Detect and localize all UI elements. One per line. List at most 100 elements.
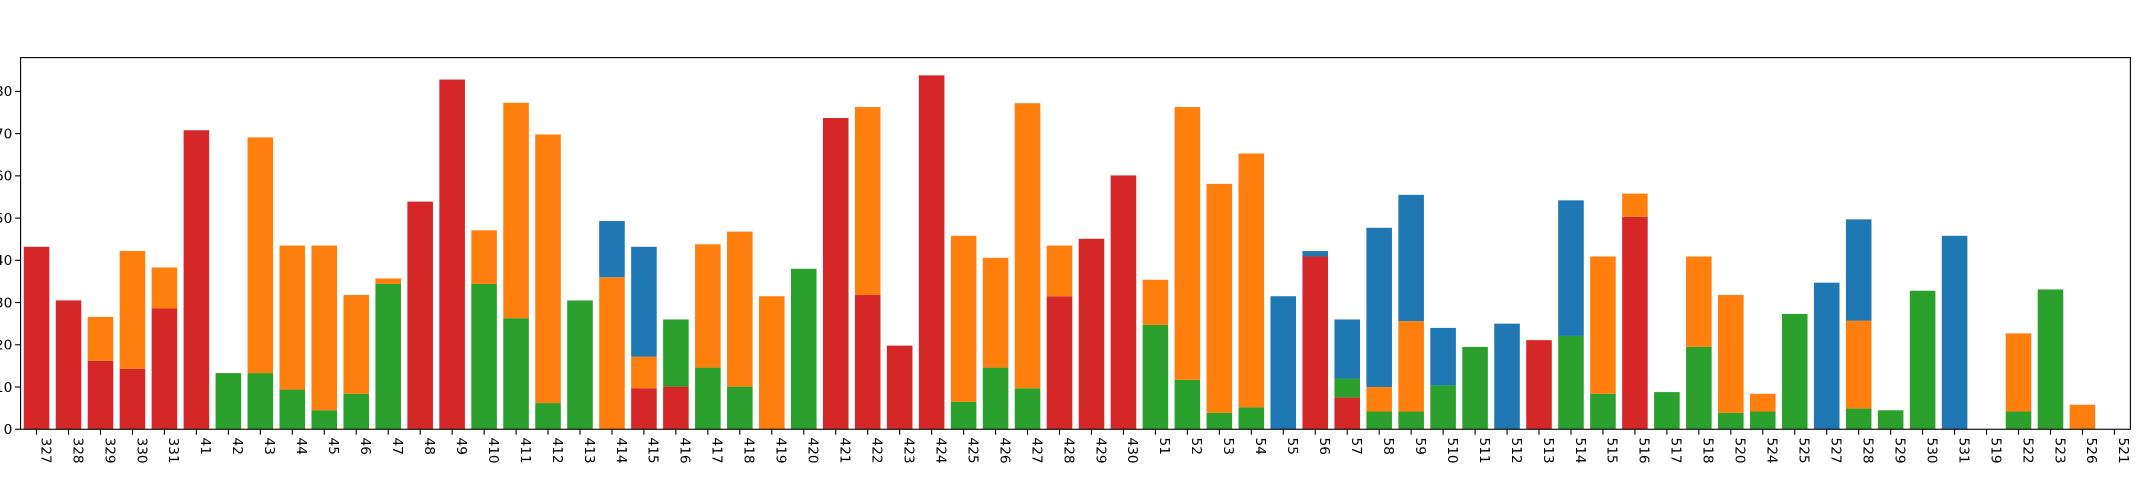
x-tick-label: 527	[1828, 437, 1844, 463]
bar-segment	[119, 251, 146, 369]
bar-segment	[567, 300, 593, 430]
bar-segment	[471, 230, 497, 284]
x-tick-label: 46	[357, 437, 373, 454]
bar-segment	[1398, 194, 1424, 322]
bar-segment	[1622, 216, 1648, 430]
x-tick-label: 531	[1955, 437, 1971, 463]
bar-segment	[1686, 256, 1712, 347]
y-tick-label: 10	[0, 380, 12, 396]
x-tick-label: 512	[1508, 437, 1524, 463]
y-tick-label: 80	[0, 84, 12, 100]
x-tick-label: 55	[1284, 437, 1300, 454]
bar-segment	[1558, 335, 1584, 430]
bar-segment	[1110, 175, 1137, 430]
x-tick-label: 42	[229, 437, 245, 454]
y-tick-label: 70	[0, 126, 12, 142]
x-tick-label: 49	[453, 437, 469, 454]
bar-segment	[1686, 346, 1712, 430]
y-tick-label: 30	[0, 295, 12, 311]
bar-segment	[1270, 296, 1297, 430]
bar-segment	[503, 102, 529, 319]
bar-segment	[1142, 279, 1169, 325]
x-tick-label: 430	[1124, 437, 1140, 463]
bar-segment	[183, 130, 210, 430]
bar-segment	[87, 316, 114, 361]
bar-segment	[535, 134, 561, 404]
x-tick-label: 47	[389, 437, 405, 454]
bar-segment	[55, 300, 82, 430]
bar-segment	[1845, 219, 1872, 321]
x-tick-label: 331	[165, 437, 181, 463]
bar-segment	[1781, 313, 1808, 430]
bar-segment	[215, 373, 242, 430]
bar-segment	[1046, 296, 1073, 430]
x-tick-label: 56	[1316, 437, 1332, 454]
bar-segment	[663, 386, 689, 430]
bar-segment	[1366, 227, 1392, 388]
bar-segment	[1174, 107, 1201, 380]
bar-segment	[790, 268, 817, 430]
bar-segment	[1334, 378, 1360, 398]
x-tick-label: 51	[1156, 437, 1172, 454]
x-tick-label: 424	[932, 437, 948, 463]
x-tick-label: 41	[197, 437, 213, 454]
bar-segment	[727, 386, 753, 430]
bar-segment	[311, 245, 338, 411]
y-tick-label: 50	[0, 211, 12, 227]
x-tick-label: 518	[1700, 437, 1716, 463]
bar-segment	[1430, 327, 1456, 386]
x-tick-label: 426	[996, 437, 1012, 463]
bar-segment	[1206, 412, 1233, 430]
x-tick-label: 52	[1188, 437, 1204, 454]
bar-segment	[854, 294, 881, 430]
bar-segment	[1014, 103, 1041, 389]
bar-segment	[1142, 324, 1169, 430]
bar-segment	[982, 367, 1009, 430]
x-tick-label: 530	[1923, 437, 1939, 463]
bar-segment	[1845, 408, 1872, 430]
x-tick-label: 516	[1636, 437, 1652, 463]
bar-segment	[695, 367, 721, 430]
bar-segment	[631, 388, 657, 430]
x-tick-label: 423	[900, 437, 916, 463]
x-tick-label: 58	[1380, 437, 1396, 454]
x-tick-label: 519	[1987, 437, 2003, 463]
bar-segment	[1494, 323, 1520, 430]
x-tick-label: 45	[325, 437, 341, 454]
bar-segment	[1654, 392, 1680, 430]
bar-segment	[631, 246, 657, 357]
x-tick-label: 425	[964, 437, 980, 463]
bar-segment	[375, 283, 401, 430]
x-tick-label: 529	[1891, 437, 1907, 463]
x-tick-label: 514	[1572, 437, 1588, 463]
x-tick-label: 510	[1444, 437, 1460, 463]
bar-segment	[1462, 346, 1488, 430]
x-tick-label: 524	[1764, 437, 1780, 463]
x-tick-label: 520	[1732, 437, 1748, 463]
bar-segment	[822, 117, 849, 430]
bar-segment	[918, 75, 945, 430]
bar-segment	[1813, 282, 1840, 430]
bar-segment	[2005, 333, 2032, 412]
bar-segment	[1941, 235, 1968, 430]
bar-segment	[1558, 200, 1584, 336]
bar-segment	[1046, 245, 1073, 297]
x-tick-label: 523	[2051, 437, 2067, 463]
x-tick-label: 411	[517, 437, 533, 463]
bar-segment	[854, 107, 881, 295]
bar-segment	[119, 368, 146, 430]
x-tick-label: 415	[645, 437, 661, 463]
x-tick-label: 414	[613, 437, 629, 463]
bar-segment	[439, 79, 465, 430]
bar-segment	[23, 246, 50, 430]
bar-segment	[599, 277, 625, 430]
x-tick-label: 513	[1540, 437, 1556, 463]
bar-segment	[1302, 256, 1329, 430]
bar-segment	[1014, 388, 1041, 430]
bar-segment	[503, 318, 529, 430]
bar-segment	[1238, 407, 1265, 430]
bar-segment	[982, 257, 1009, 368]
x-tick-label: 413	[581, 437, 597, 463]
x-tick-label: 44	[293, 437, 309, 454]
